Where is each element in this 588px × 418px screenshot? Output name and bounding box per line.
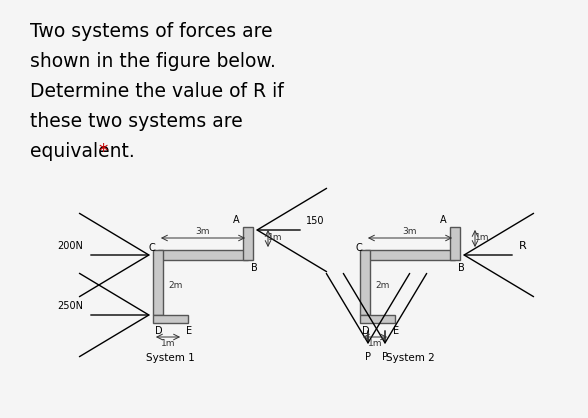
Text: 1m: 1m [475,234,489,242]
Text: 150: 150 [306,216,325,226]
Text: System 1: System 1 [146,353,195,363]
Bar [153,315,188,323]
Bar [365,250,455,260]
Text: Determine the value of R if: Determine the value of R if [30,82,284,101]
Text: 200N: 200N [57,241,83,251]
Text: D: D [362,326,370,336]
Text: C: C [148,243,155,253]
Bar [153,250,163,315]
Text: System 2: System 2 [386,353,435,363]
Text: E: E [186,326,192,336]
Text: these two systems are: these two systems are [30,112,243,131]
Text: P: P [382,352,388,362]
Bar [243,227,253,260]
Text: D: D [155,326,163,336]
Text: 250N: 250N [57,301,83,311]
Text: A: A [440,215,447,225]
Text: E: E [393,326,399,336]
Text: 3m: 3m [196,227,211,237]
Text: 2m: 2m [168,280,182,290]
Text: B: B [251,263,258,273]
Text: shown in the figure below.: shown in the figure below. [30,52,276,71]
Text: Two systems of forces are: Two systems of forces are [30,22,273,41]
Text: R: R [519,241,527,251]
Bar [158,250,248,260]
Text: P: P [365,352,371,362]
Bar [450,227,460,260]
Text: C: C [355,243,362,253]
Bar [360,250,370,315]
Text: A: A [233,215,240,225]
Bar [360,315,395,323]
Text: *: * [98,142,107,161]
Text: 1m: 1m [368,339,382,347]
Text: 1m: 1m [268,234,282,242]
Text: 2m: 2m [375,280,389,290]
Text: equivalent.: equivalent. [30,142,141,161]
Text: 1m: 1m [161,339,175,347]
Text: 3m: 3m [403,227,417,237]
Text: B: B [458,263,465,273]
